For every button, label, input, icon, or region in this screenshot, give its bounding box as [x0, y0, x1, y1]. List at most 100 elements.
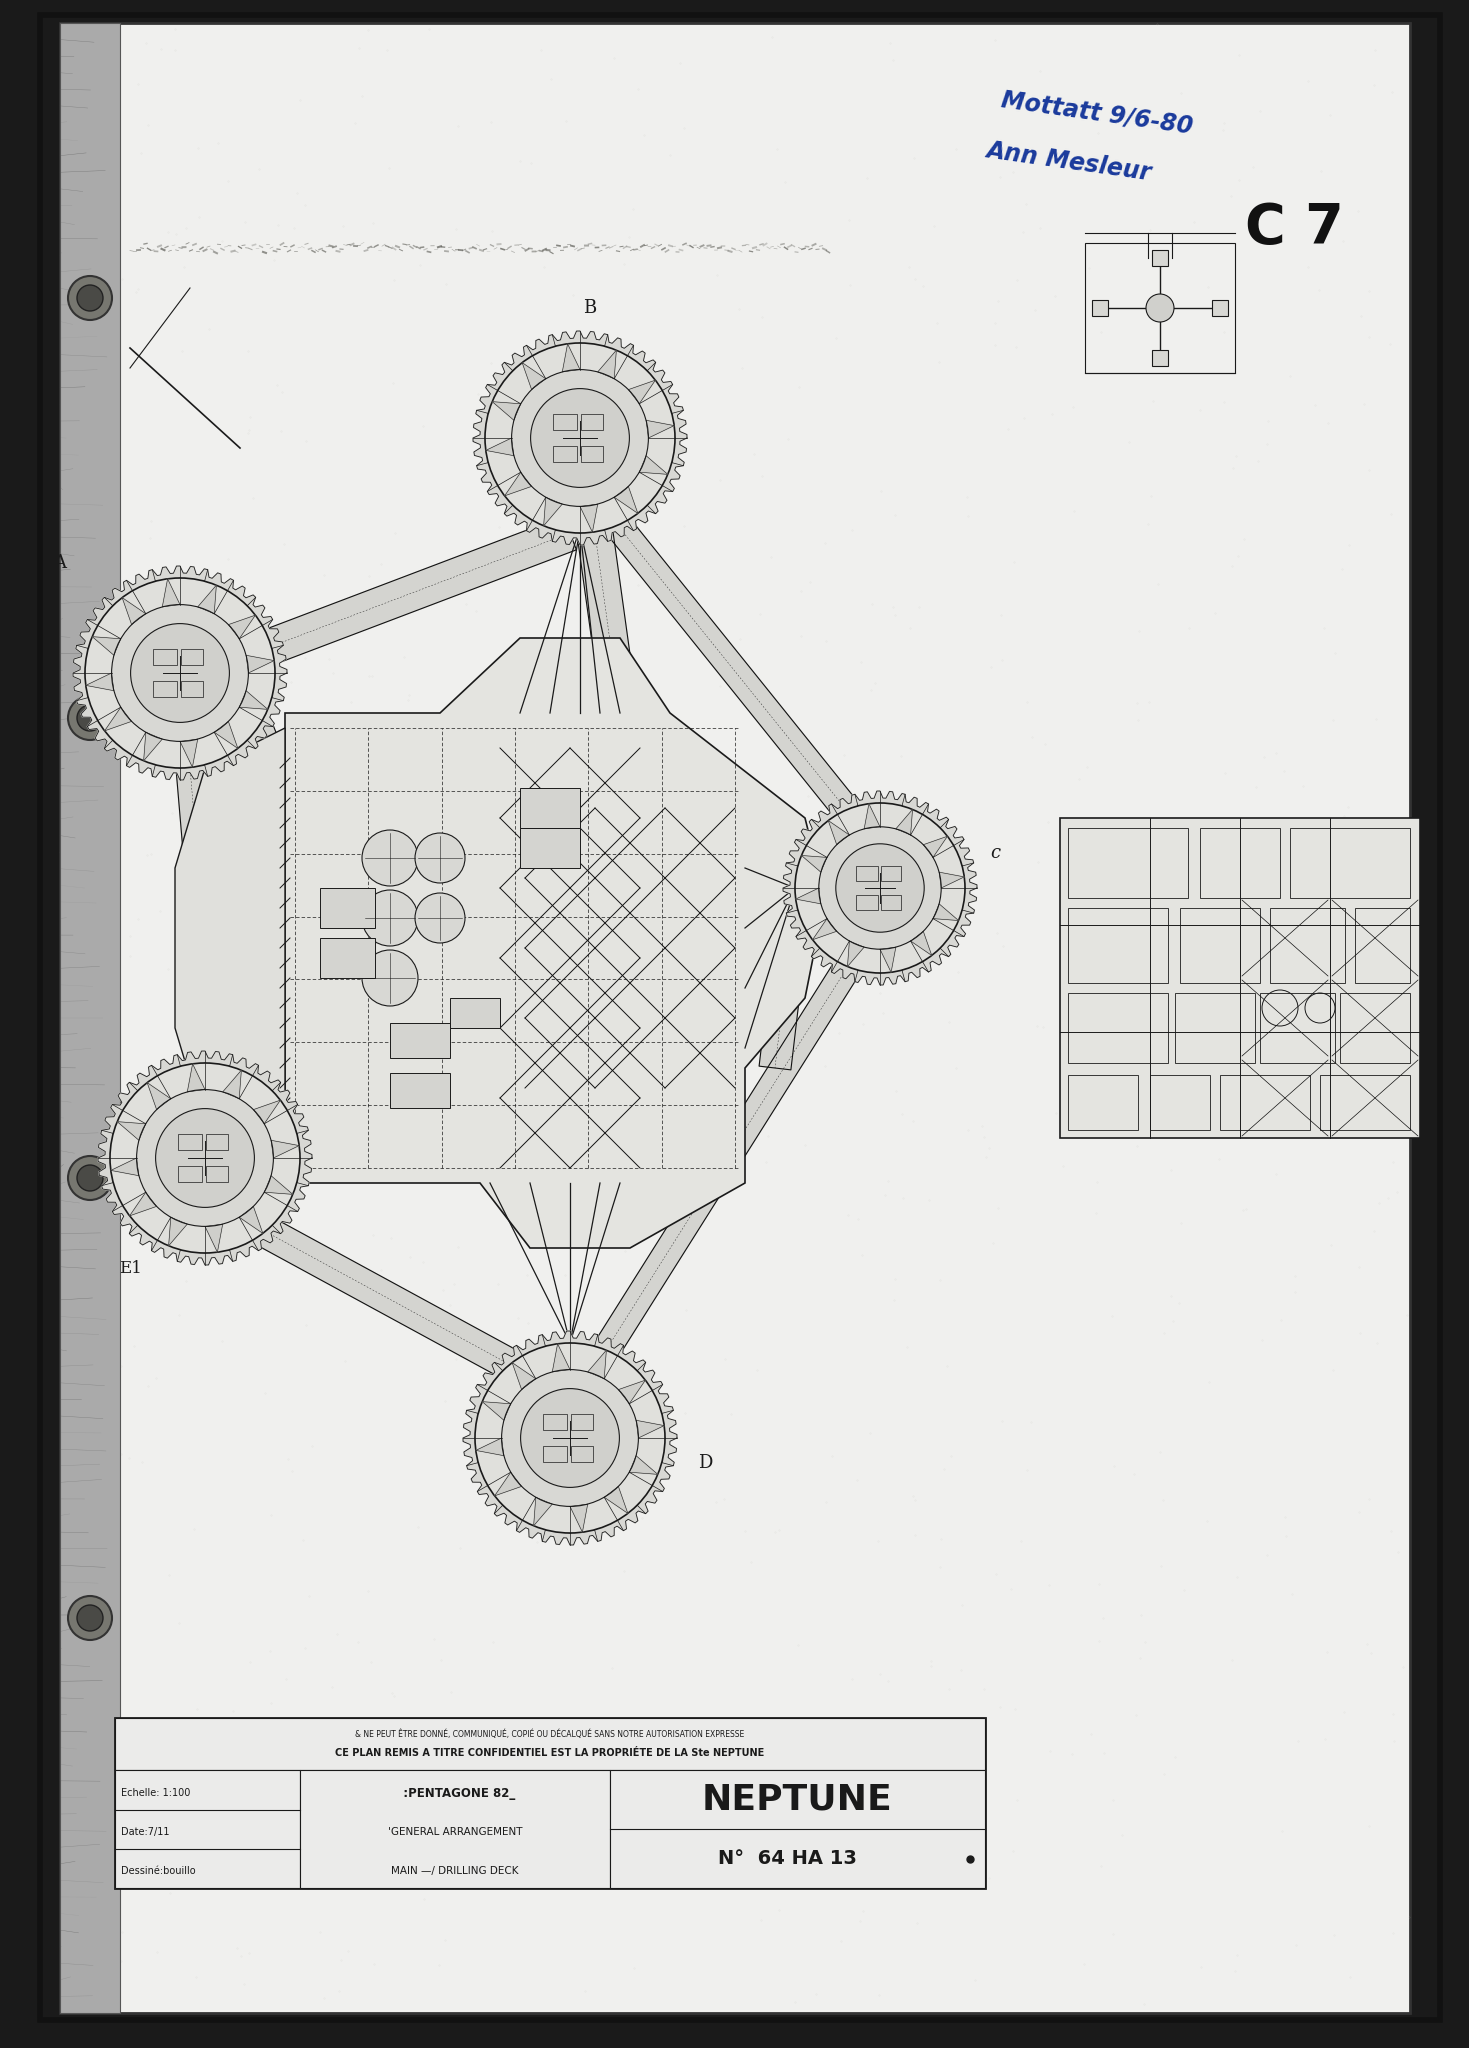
Polygon shape [187, 1063, 206, 1092]
Bar [153, 649, 178, 666]
Polygon shape [639, 457, 668, 475]
Bar [450, 997, 499, 1028]
Circle shape [76, 705, 103, 731]
Bar [571, 1446, 593, 1462]
Bar [153, 682, 178, 698]
Polygon shape [198, 586, 216, 614]
Bar [320, 889, 375, 928]
Circle shape [520, 1389, 620, 1487]
Circle shape [112, 604, 248, 741]
Bar [582, 414, 604, 430]
Polygon shape [552, 1343, 570, 1372]
Circle shape [68, 696, 112, 739]
Polygon shape [563, 344, 580, 373]
Bar [1271, 907, 1346, 983]
Text: 'GENERAL ARRANGEMENT: 'GENERAL ARRANGEMENT [388, 1827, 523, 1837]
Circle shape [361, 829, 419, 887]
Bar [1212, 299, 1228, 315]
Polygon shape [570, 1503, 588, 1532]
Polygon shape [896, 809, 912, 836]
Bar [115, 1718, 986, 1888]
Polygon shape [225, 666, 297, 901]
Polygon shape [492, 401, 521, 420]
Polygon shape [144, 733, 162, 760]
Bar [1152, 250, 1168, 266]
Circle shape [76, 1165, 103, 1192]
Polygon shape [239, 1206, 263, 1233]
Bar [300, 1769, 610, 1888]
Text: c: c [990, 844, 1000, 862]
Circle shape [361, 891, 419, 946]
Text: Ann Mesleur: Ann Mesleur [986, 139, 1153, 186]
Polygon shape [580, 504, 598, 532]
Bar [1321, 1075, 1410, 1130]
Polygon shape [614, 485, 638, 514]
Bar [1068, 907, 1168, 983]
Bar [389, 1024, 450, 1059]
Polygon shape [264, 1176, 292, 1194]
Polygon shape [486, 438, 514, 457]
Polygon shape [162, 580, 181, 606]
Bar [178, 1165, 203, 1182]
Polygon shape [577, 530, 638, 715]
Bar [1068, 827, 1188, 897]
Bar [571, 1413, 593, 1430]
Text: N°  64 HA 13: N° 64 HA 13 [718, 1849, 856, 1868]
Text: Dessiné:bouillo: Dessiné:bouillo [120, 1866, 195, 1876]
Bar [1290, 827, 1410, 897]
Text: NEPTUNE: NEPTUNE [702, 1784, 893, 1817]
Text: Echelle: 1:100: Echelle: 1:100 [120, 1788, 191, 1798]
Polygon shape [924, 836, 948, 858]
Bar [610, 1769, 986, 1888]
Bar [1086, 244, 1235, 373]
Polygon shape [73, 565, 286, 780]
Text: Mottatt 9/6-80: Mottatt 9/6-80 [1000, 88, 1194, 139]
Polygon shape [482, 1401, 511, 1421]
Polygon shape [463, 1331, 677, 1544]
Bar [178, 1133, 203, 1149]
Polygon shape [272, 1141, 300, 1157]
Polygon shape [248, 1065, 298, 1157]
Polygon shape [864, 803, 880, 829]
Bar [60, 23, 120, 2013]
Polygon shape [214, 721, 238, 748]
Polygon shape [629, 1456, 658, 1475]
Bar [1260, 993, 1335, 1063]
Text: MAIN —/ DRILLING DECK: MAIN —/ DRILLING DECK [391, 1866, 519, 1876]
Bar [881, 866, 900, 881]
Text: A: A [53, 555, 66, 571]
Polygon shape [939, 872, 964, 889]
Polygon shape [247, 655, 275, 674]
Polygon shape [848, 940, 864, 967]
Bar [544, 1446, 567, 1462]
Polygon shape [181, 739, 198, 768]
Polygon shape [629, 381, 655, 403]
Bar [1061, 817, 1421, 1139]
Circle shape [131, 623, 229, 723]
Polygon shape [796, 889, 821, 903]
Circle shape [474, 1343, 665, 1534]
Circle shape [85, 578, 275, 768]
Polygon shape [253, 1100, 281, 1124]
Polygon shape [118, 1122, 145, 1141]
Bar [206, 1165, 228, 1182]
Circle shape [68, 276, 112, 319]
Polygon shape [802, 856, 827, 872]
Text: & NE PEUT ÊTRE DONNÉ, COMMUNIQUÉ, COPIÉ OU DÉCALQUÉ SANS NOTRE AUTORISATION EXPR: & NE PEUT ÊTRE DONNÉ, COMMUNIQUÉ, COPIÉ … [355, 1729, 745, 1739]
Polygon shape [257, 1139, 291, 1171]
Bar [1354, 907, 1410, 983]
Polygon shape [544, 498, 563, 526]
Circle shape [485, 342, 674, 532]
Bar [582, 446, 604, 463]
Text: E1: E1 [119, 1260, 141, 1278]
Polygon shape [93, 637, 120, 655]
Polygon shape [521, 362, 546, 389]
Circle shape [795, 803, 965, 973]
Polygon shape [228, 1200, 548, 1395]
Circle shape [818, 827, 942, 948]
Circle shape [76, 1606, 103, 1630]
Polygon shape [175, 727, 285, 1167]
Polygon shape [239, 690, 267, 709]
Circle shape [361, 950, 419, 1006]
Text: B: B [583, 299, 596, 317]
